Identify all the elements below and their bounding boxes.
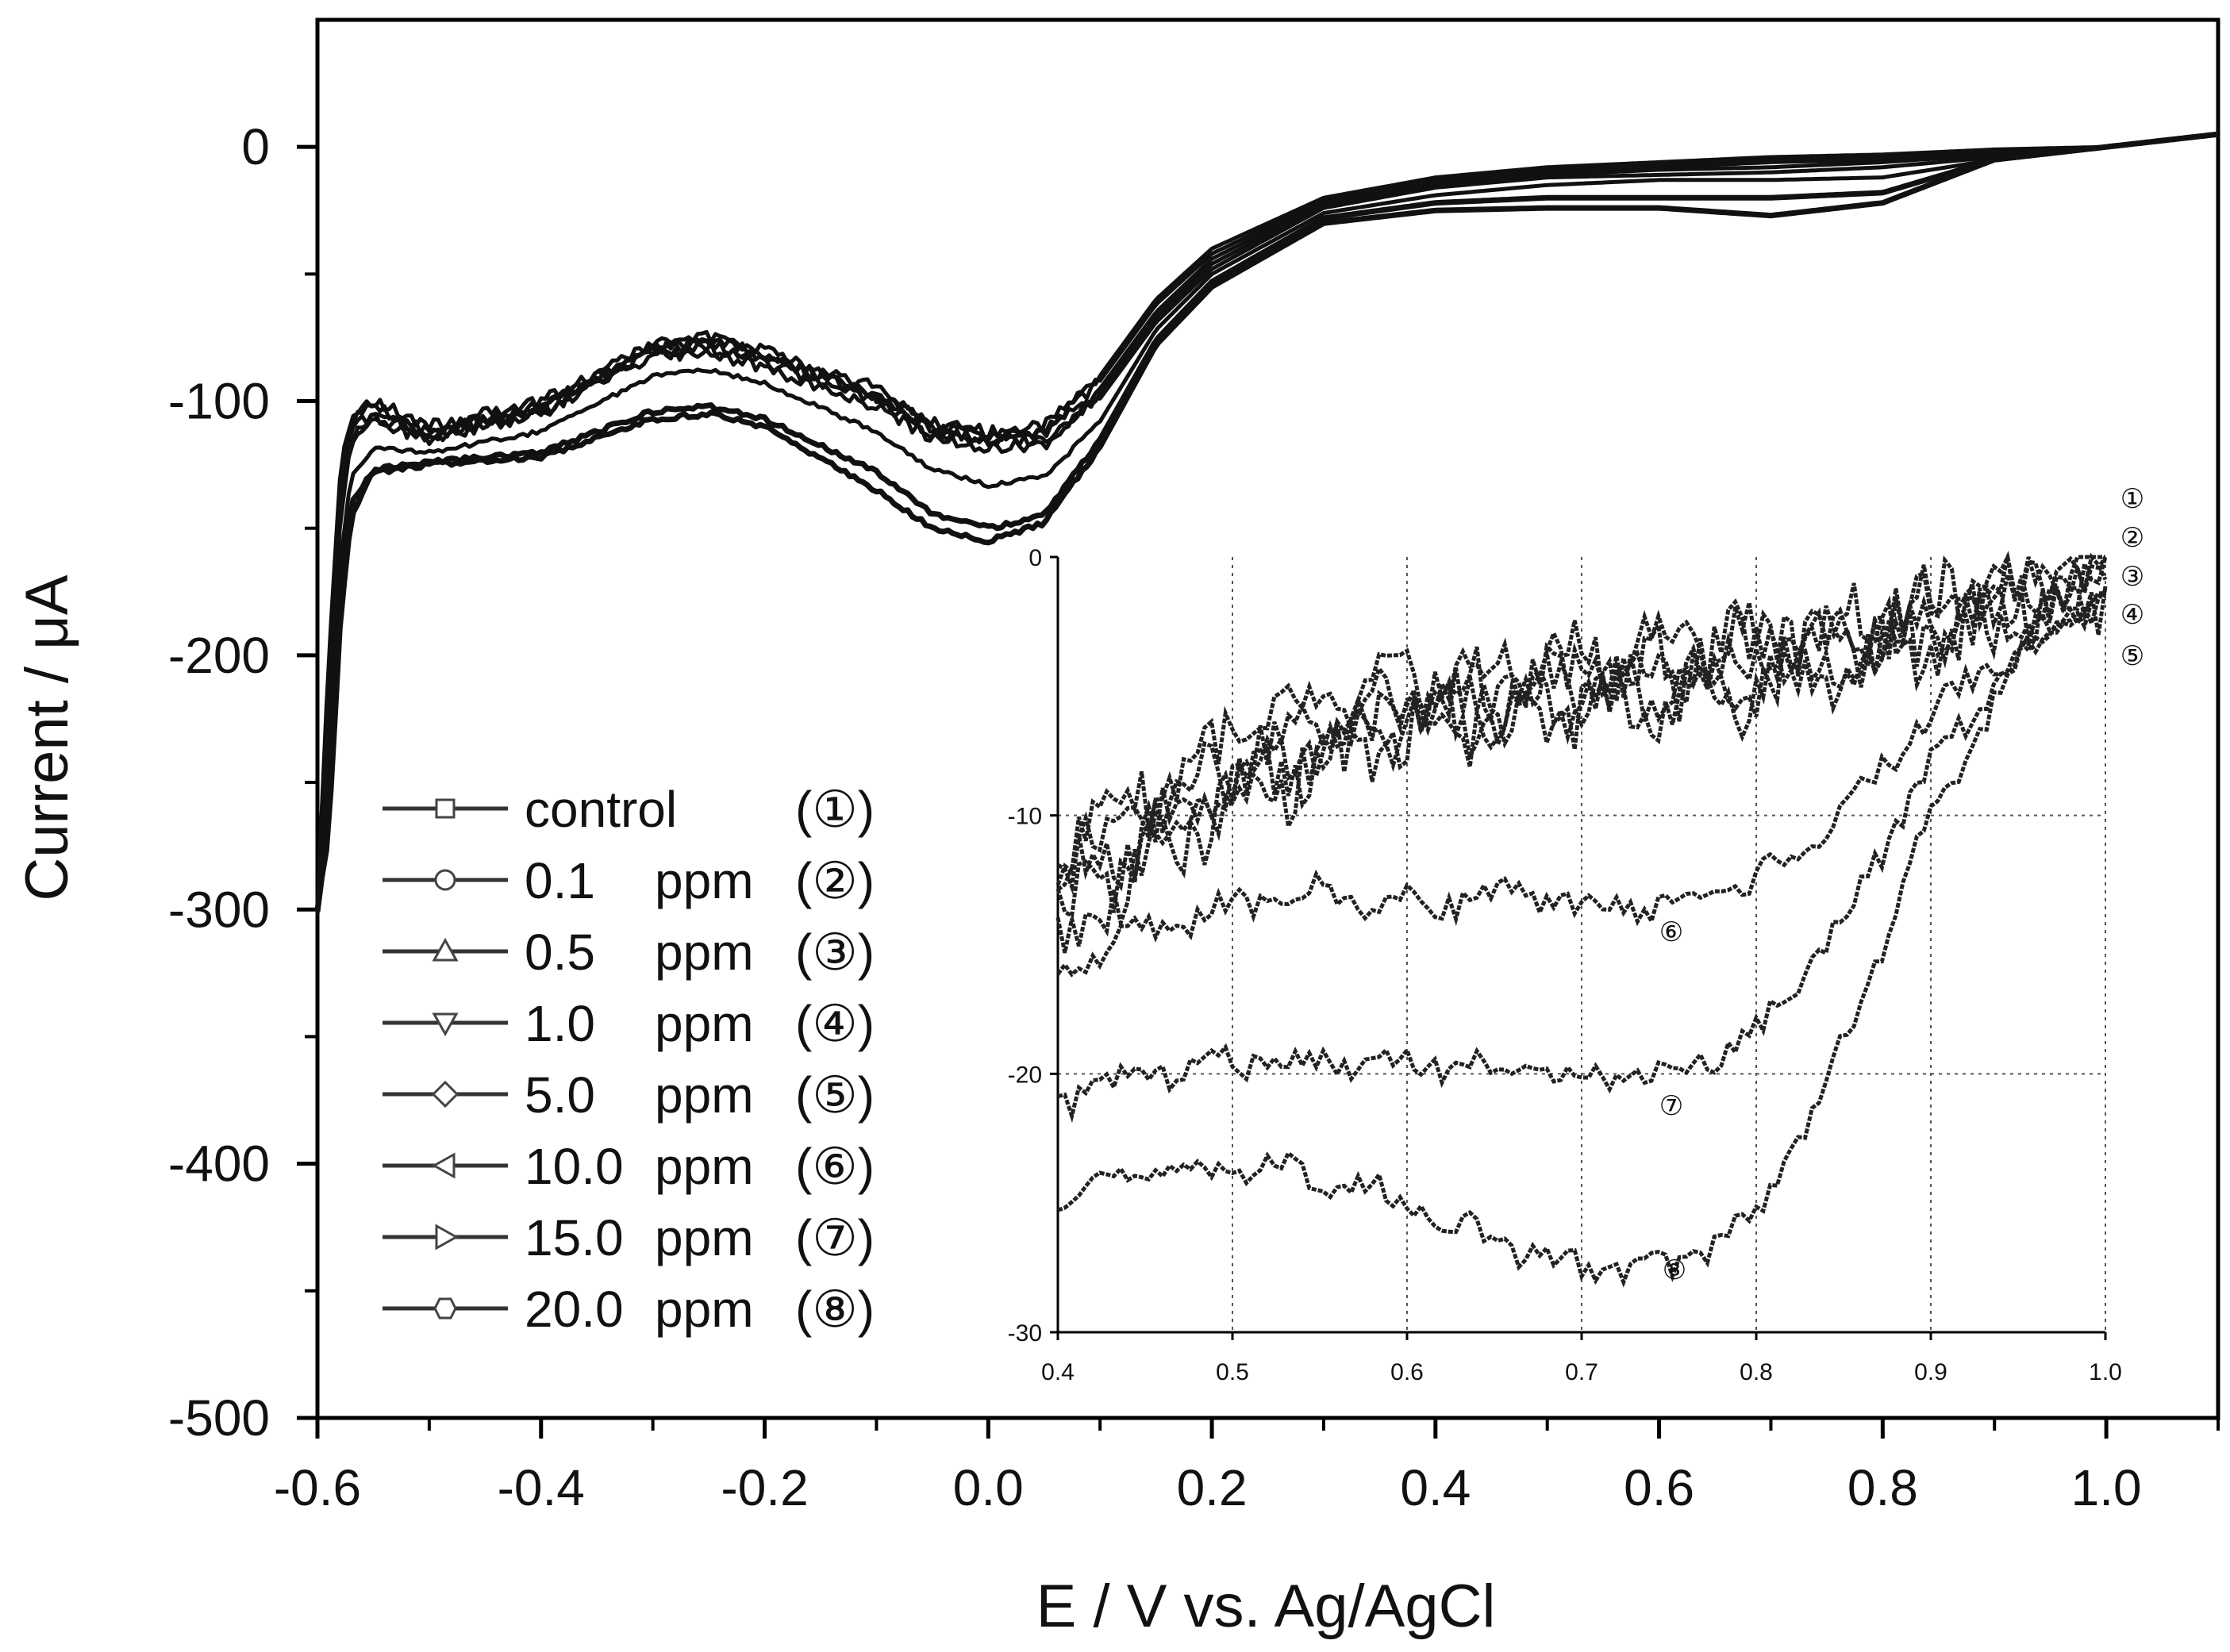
legend-label: 20.0: [525, 1281, 624, 1338]
diamond-marker-icon: [431, 1080, 459, 1108]
legend-label: 0.5: [525, 924, 595, 981]
x-tick-label: 0.0: [953, 1459, 1024, 1516]
inset-y-tick-label: -10: [1008, 804, 1042, 830]
plot-frame: [315, 17, 2220, 1420]
legend-label: 0.1: [525, 852, 595, 909]
legend-item: 15.0 ppm (⑦): [383, 1209, 875, 1266]
legend: control (①) 0.1 ppm (②) 0.5 ppm (③) 1.0 ppm (④) 5.0…: [383, 781, 875, 1338]
y-tick-label: 0: [241, 118, 270, 175]
y-tick-label: -100: [168, 373, 270, 430]
legend-item: 20.0 ppm (⑧): [383, 1281, 875, 1338]
legend-tag: (⑧): [795, 1281, 875, 1338]
y-tick-label: -500: [168, 1389, 270, 1446]
legend-tag: (⑥): [795, 1138, 875, 1195]
series-line-4: [315, 132, 2219, 906]
y-tick-label: -400: [168, 1135, 270, 1193]
y-tick-label: -300: [168, 881, 270, 938]
legend-label: 10.0: [525, 1138, 624, 1195]
inset-x-tick-label: 0.4: [1041, 1359, 1075, 1385]
inset-series-tag: ③: [2120, 562, 2144, 592]
inset-series-line-7: [1057, 594, 2106, 1124]
inset-series-line-6: [1056, 589, 2107, 978]
triangle-up-marker-icon: [432, 937, 459, 962]
series-line-3: [315, 132, 2219, 916]
inset-series-tag: ⑥: [1659, 917, 1683, 947]
legend-label: 1.0: [525, 995, 595, 1052]
legend-unit: ppm: [655, 1209, 754, 1266]
y-tick-label: -200: [168, 627, 270, 684]
legend-tag: (④): [795, 995, 875, 1052]
series-line-7: [314, 131, 2219, 912]
x-axis-label: E / V vs. Ag/AgCl: [1036, 1573, 1496, 1640]
legend-unit: ppm: [655, 995, 754, 1052]
inset-series-line-5: [1055, 574, 2108, 954]
inset-y-tick-label: 0: [1028, 545, 1042, 571]
x-tick-label: 0.2: [1177, 1459, 1248, 1516]
inset-y-tick-label: -30: [1008, 1320, 1042, 1347]
legend-item: 0.1 ppm (②): [383, 852, 875, 909]
square-marker-icon: [435, 798, 456, 819]
inset-x-tick-label: 0.7: [1565, 1359, 1598, 1385]
triangle-right-marker-icon: [435, 1224, 459, 1251]
legend-item: 1.0 ppm (④): [383, 995, 875, 1052]
inset-plot: 0.4 0.5 0.6 0.7 0.8 0.9 1.0 0 -10 -20 -30 ① ② ③ ④ ⑤ ⑥ ⑦ ⑧: [1008, 484, 2145, 1385]
y-axis-label: Current / μA: [13, 574, 81, 901]
legend-tag: (①): [795, 781, 875, 838]
series-line-5: [315, 132, 2219, 914]
inset-y-tick-label: -20: [1008, 1062, 1042, 1088]
legend-unit: ppm: [655, 852, 754, 909]
legend-item: 5.0 ppm (⑤): [383, 1066, 875, 1124]
legend-label: control: [525, 781, 677, 838]
inset-x-tick-label: 0.8: [1740, 1359, 1773, 1385]
x-tick-label: -0.2: [721, 1459, 808, 1516]
inset-series-line-8: [1057, 591, 2105, 1288]
triangle-down-marker-icon: [432, 1012, 459, 1037]
circle-marker-icon: [434, 869, 456, 891]
legend-tag: (③): [795, 924, 875, 981]
legend-item: 0.5 ppm (③): [383, 924, 875, 981]
legend-tag: (⑦): [795, 1209, 875, 1266]
series-line-6: [315, 132, 2219, 911]
triangle-left-marker-icon: [431, 1152, 456, 1179]
inset-series-line-1: [1055, 555, 2108, 886]
inset-series-tag: ②: [2120, 523, 2144, 553]
legend-unit: ppm: [655, 924, 754, 981]
series-line-8: [314, 131, 2219, 912]
legend-item: control (①): [383, 781, 875, 838]
inset-series-line-3: [1056, 555, 2105, 892]
inset-series-line-2: [1056, 551, 2108, 895]
x-tick-label: -0.4: [498, 1459, 585, 1516]
inset-x-tick-label: 0.9: [1914, 1359, 1947, 1385]
x-tick-label: 1.0: [2071, 1459, 2142, 1516]
legend-unit: ppm: [655, 1066, 754, 1124]
x-tick-label: 0.4: [1400, 1459, 1471, 1516]
inset-x-tick-label: 0.6: [1390, 1359, 1424, 1385]
legend-unit: ppm: [655, 1138, 754, 1195]
legend-label: 15.0: [525, 1209, 624, 1266]
legend-tag: (②): [795, 852, 875, 909]
inset-x-tick-label: 0.5: [1216, 1359, 1249, 1385]
legend-unit: ppm: [655, 1281, 754, 1338]
x-tick-label: 0.6: [1624, 1459, 1694, 1516]
series-line-1: [315, 132, 2219, 915]
hexagon-marker-icon: [433, 1297, 457, 1320]
legend-label: 5.0: [525, 1066, 595, 1124]
x-tick-label: -0.6: [274, 1459, 361, 1516]
inset-x-tick-label: 1.0: [2089, 1359, 2122, 1385]
inset-series-tag: ⑤: [2120, 641, 2144, 671]
x-tick-label: 0.8: [1847, 1459, 1918, 1516]
inset-series-tag: ⑧: [1663, 1255, 1686, 1285]
inset-series-tag: ①: [2120, 484, 2144, 514]
inset-series-tag: ⑦: [1659, 1091, 1683, 1121]
legend-tag: (⑤): [795, 1066, 875, 1124]
inset-series-line-4: [1055, 552, 2108, 920]
main-plot: -0.6 -0.4 -0.2 0.0 0.2 0.4 0.6 0.8 1.00-100-200-…: [168, 17, 2220, 1516]
legend-item: 10.0 ppm (⑥): [383, 1138, 875, 1195]
inset-series-tag: ④: [2120, 600, 2144, 630]
